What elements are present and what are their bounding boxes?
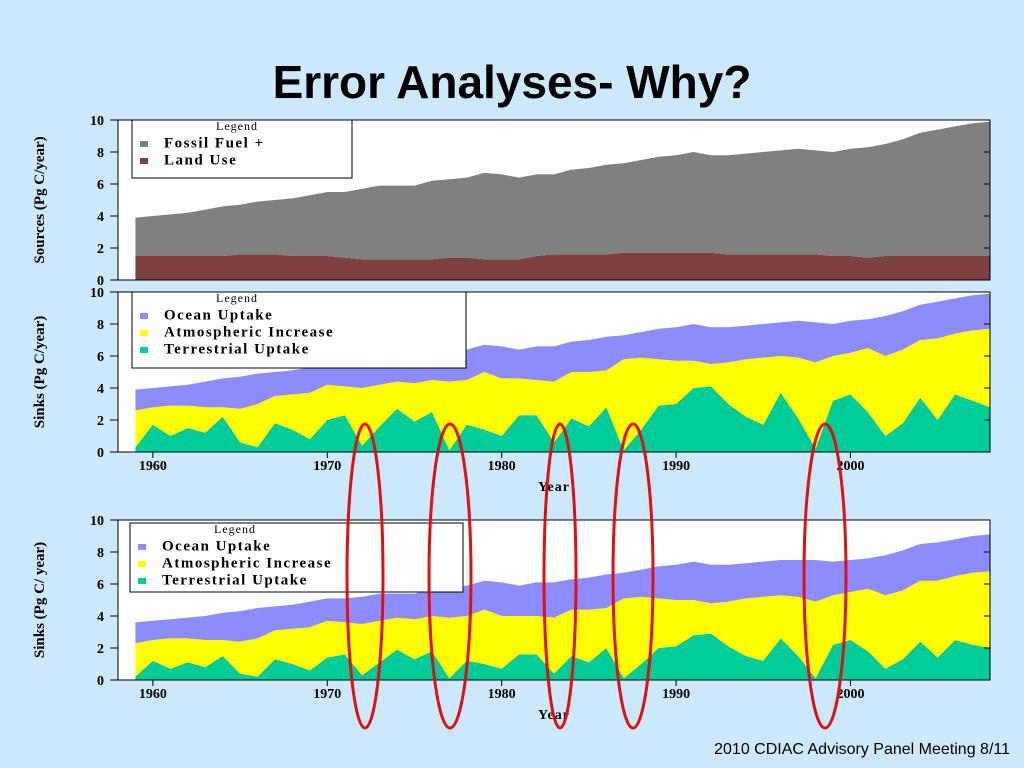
legend-swatch — [138, 544, 146, 550]
x-axis-label: Year — [538, 480, 570, 495]
highlight-ellipse — [611, 422, 655, 730]
y-tick-label: 10 — [90, 286, 104, 301]
legend-swatch — [140, 330, 148, 336]
chart: 0 2 4 6 8 10 Sources (Pg C/year) Legend Fossil F… — [32, 114, 991, 289]
y-axis-label: Sinks (Pg C/year) — [32, 316, 48, 429]
legend-box — [129, 522, 464, 593]
plot-frame — [117, 519, 991, 681]
legend-swatch — [140, 347, 148, 353]
area-series — [135, 633, 990, 680]
footer: 2010 CDIAC Advisory Panel Meeting 8/11 — [714, 741, 1010, 758]
y-tick-label: 8 — [97, 146, 104, 161]
legend-swatch — [140, 313, 148, 319]
legend-swatch — [140, 141, 148, 147]
y-axis-label: Sinks (Pg C/ year) — [32, 542, 48, 658]
y-tick-label: 6 — [97, 578, 104, 593]
x-tick-label: 1990 — [662, 687, 690, 702]
x-tick-label: 1960 — [139, 687, 167, 702]
y-tick-label: 2 — [97, 242, 104, 257]
x-tick-label: 1980 — [488, 687, 516, 702]
y-axis-label: Sources (Pg C/year) — [32, 136, 48, 263]
y-tick-label: 6 — [97, 178, 104, 193]
legend-label: Terrestrial Uptake — [162, 572, 308, 588]
y-tick-label: 8 — [97, 546, 104, 561]
y-tick-label: 6 — [97, 350, 104, 365]
highlight-ellipse — [345, 422, 385, 730]
legend-label: Terrestrial Uptake — [164, 341, 310, 357]
x-tick-label: 1970 — [313, 687, 341, 702]
plot-frame — [117, 119, 991, 281]
area-series — [135, 293, 990, 411]
plot-frame — [117, 291, 991, 453]
x-tick-label: 2000 — [836, 687, 864, 702]
slide-title: Error Analyses- Why? — [273, 56, 752, 108]
legend-label: Atmospheric Increase — [164, 324, 334, 340]
legend-label: Atmospheric Increase — [162, 555, 332, 571]
legend-title: Legend — [216, 291, 258, 305]
legend-label: Fossil Fuel + — [164, 135, 265, 151]
x-tick-label: 1990 — [662, 459, 690, 474]
legend-label: Ocean Uptake — [162, 538, 271, 554]
y-tick-label: 0 — [97, 446, 104, 461]
legend-box — [131, 291, 467, 369]
chart: 0 2 4 6 8 10 1960 1970 1980 1990 2000 Year Sinks (Pg… — [32, 286, 991, 495]
y-tick-label: 10 — [90, 114, 104, 129]
legend-title: Legend — [214, 522, 256, 536]
y-tick-label: 0 — [97, 674, 104, 689]
legend-label: Land Use — [164, 152, 237, 168]
highlight-ellipse — [802, 422, 848, 730]
x-tick-label: 1980 — [488, 459, 516, 474]
legend-swatch — [138, 578, 146, 584]
area-series — [135, 328, 990, 451]
legend-title: Legend — [216, 119, 258, 133]
legend-box — [131, 119, 353, 179]
legend-swatch — [140, 158, 148, 164]
area-series — [135, 252, 990, 280]
plots: 0 2 4 6 8 10 Sources (Pg C/year) Legend Fossil F… — [32, 114, 991, 723]
x-tick-label: 1970 — [313, 459, 341, 474]
y-tick-label: 8 — [97, 318, 104, 333]
highlight-ellipse — [427, 422, 473, 730]
area-series — [135, 386, 990, 452]
annotations — [345, 422, 848, 730]
legend-label: Ocean Uptake — [164, 307, 273, 323]
x-tick-label: 1960 — [139, 459, 167, 474]
y-tick-label: 4 — [97, 610, 104, 625]
area-series — [135, 121, 990, 260]
y-tick-label: 2 — [97, 414, 104, 429]
x-tick-label: 2000 — [836, 459, 864, 474]
y-tick-label: 10 — [90, 514, 104, 529]
highlight-ellipse — [542, 422, 578, 730]
y-tick-label: 4 — [97, 382, 104, 397]
y-tick-label: 2 — [97, 642, 104, 657]
y-tick-label: 0 — [97, 274, 104, 289]
legend-swatch — [138, 561, 146, 567]
y-tick-label: 4 — [97, 210, 104, 225]
